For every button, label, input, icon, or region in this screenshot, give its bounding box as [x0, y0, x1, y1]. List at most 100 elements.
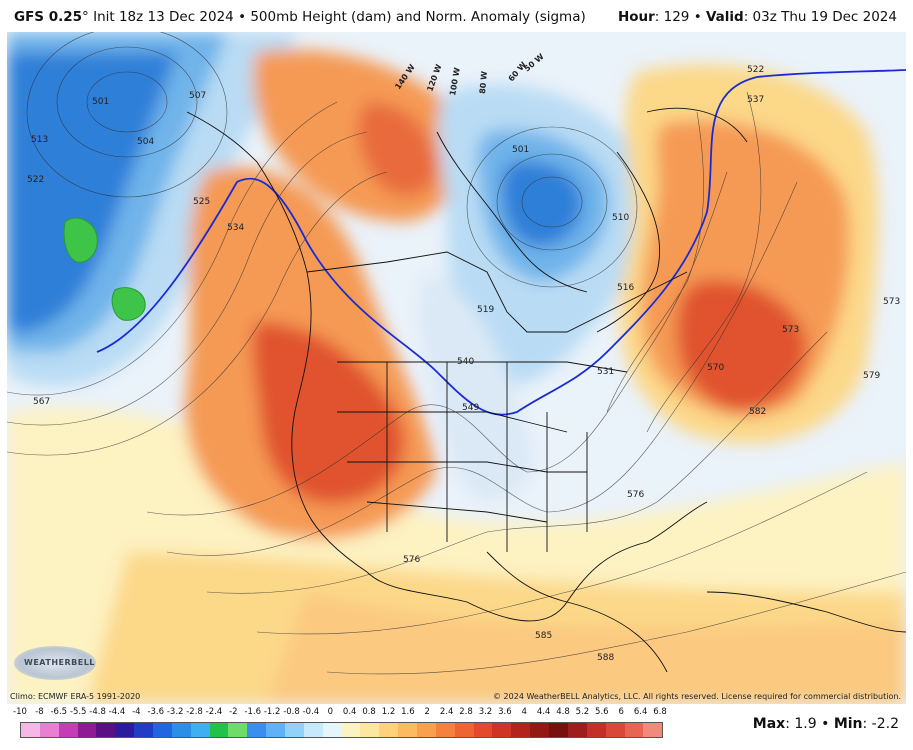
logo-text: WEATHERBELL: [24, 658, 95, 667]
height-label: 585: [535, 631, 552, 641]
contour-540-line: [96, 69, 906, 416]
colorbar-labels: -10 -8 -6.5 -5.5 -4.8 -4.4 -4 -3.6 -3.2 -2.8 -2.4-…: [8, 707, 668, 721]
colorbar-label: 0.4: [342, 707, 357, 717]
colorbar-label: 6.4: [633, 707, 648, 717]
height-contours: [7, 32, 906, 675]
height-label: 573: [883, 297, 900, 307]
height-label: 501: [92, 97, 109, 107]
map-canvas[interactable]: 501 513 504 507 522 525 534 567 501 510 …: [7, 32, 906, 704]
height-label: 576: [627, 490, 644, 500]
colorbar-swatch: [190, 723, 210, 737]
colorbar-swatch: [247, 723, 267, 737]
title-bar: GFS 0.25° Init 18z 13 Dec 2024 • 500mb H…: [0, 0, 913, 32]
colorbar-swatch: [96, 723, 116, 737]
colorbar-swatch: [379, 723, 399, 737]
height-label: 573: [782, 325, 799, 335]
colorbar-label: -0.4: [302, 707, 320, 717]
min-label: Min: [833, 716, 863, 732]
colorbar-label: 4.8: [556, 707, 570, 717]
colorbar-swatch: [511, 723, 531, 737]
height-label: 534: [227, 223, 244, 233]
colorbar-swatch: [360, 723, 380, 737]
colorbar-swatch: [435, 723, 455, 737]
colorbar-swatch: [322, 723, 342, 737]
height-label: 522: [27, 175, 44, 185]
height-label: 579: [863, 371, 880, 381]
colorbar-swatch: [398, 723, 418, 737]
colorbar-swatch: [21, 723, 40, 737]
colorbar-label: 6.8: [653, 707, 667, 717]
colorbar-swatch: [624, 723, 644, 737]
colorbar-label: 2: [424, 707, 430, 717]
product-name: 500mb Height (dam) and Norm. Anomaly (si…: [250, 9, 586, 25]
colorbar-label: -1.2: [263, 707, 281, 717]
colorbar-swatch: [586, 723, 606, 737]
height-label: 507: [189, 91, 206, 101]
valid-label: Valid: [705, 9, 744, 25]
colorbar-label: -2: [229, 707, 238, 717]
colorbar-swatch: [58, 723, 78, 737]
title-separator: •: [238, 9, 247, 25]
colorbar-swatch: [209, 723, 229, 737]
colorbar-swatch: [153, 723, 172, 737]
height-label: 549: [462, 403, 479, 413]
colorbar-swatch: [77, 723, 97, 737]
colorbar-swatch: [228, 723, 248, 737]
model-name: GFS 0.25: [14, 9, 83, 25]
colorbar-swatch: [171, 723, 191, 737]
height-label: 570: [707, 363, 724, 373]
init-time: Init 18z 13 Dec 2024: [93, 9, 234, 25]
colorbar-label: -4: [132, 707, 141, 717]
colorbar-label: 2.8: [459, 707, 473, 717]
height-label: 588: [597, 653, 614, 663]
colorbar-label: -2.4: [205, 707, 223, 717]
colorbar-swatch: [303, 723, 323, 737]
colorbar-label: -6.5: [50, 707, 68, 717]
colorbar-label: -3.2: [166, 707, 184, 717]
max-min-readout: Max: 1.9 • Min: -2.2: [753, 716, 899, 732]
colorbar-label: 5.6: [595, 707, 609, 717]
colorbar-swatch: [285, 723, 304, 737]
colorbar-swatch: [266, 723, 286, 737]
colorbar-swatch: [643, 723, 663, 737]
colorbar-label: -4.4: [108, 707, 126, 717]
height-label: 516: [617, 283, 634, 293]
height-label: 510: [612, 213, 629, 223]
height-label: 504: [137, 137, 154, 147]
height-label: 531: [597, 367, 614, 377]
height-label: 567: [33, 397, 50, 407]
colorbar-label: 2.4: [439, 707, 454, 717]
colorbar-swatch: [39, 723, 59, 737]
hour-value: : 129: [654, 9, 690, 25]
colorbar-label: -0.8: [283, 707, 300, 717]
chart-title: GFS 0.25° Init 18z 13 Dec 2024 • 500mb H…: [14, 9, 586, 25]
colorbar-label: 4.4: [536, 707, 551, 717]
max-label: Max: [752, 716, 786, 732]
colorbar-label: 1.6: [401, 707, 415, 717]
anomaly-map: 501 513 504 507 522 525 534 567 501 510 …: [7, 32, 906, 704]
colorbar-swatch: [530, 723, 550, 737]
height-label: 522: [747, 65, 764, 75]
height-label: 582: [749, 407, 766, 417]
colorbar-swatch: [549, 723, 568, 737]
height-label: 576: [403, 555, 420, 565]
min-value: : -2.2: [862, 716, 899, 732]
height-label: 525: [193, 197, 210, 207]
colorbar-label: -1.6: [244, 707, 262, 717]
strong-negative-anomaly: [63, 217, 146, 321]
anomaly-fill-layer: [7, 32, 906, 704]
colorbar-label: -2.8: [186, 707, 203, 717]
height-label: 519: [477, 305, 494, 315]
colorbar-label: -4.8: [89, 707, 106, 717]
colorbar-swatch: [473, 723, 493, 737]
colorbar-label: -3.6: [147, 707, 165, 717]
colorbar-label: -8: [35, 707, 44, 717]
max-value: : 1.9: [785, 716, 817, 732]
hour-label: Hour: [617, 9, 655, 25]
colorbar-label: 5.2: [575, 707, 590, 717]
valid-value: : 03z Thu 19 Dec 2024: [743, 9, 897, 25]
height-label: 540: [457, 357, 474, 367]
height-labels: 501 513 504 507 522 525 534 567 501 510 …: [27, 65, 900, 663]
weatherbell-logo: WEATHERBELL: [14, 646, 96, 680]
height-label: 513: [31, 135, 48, 145]
